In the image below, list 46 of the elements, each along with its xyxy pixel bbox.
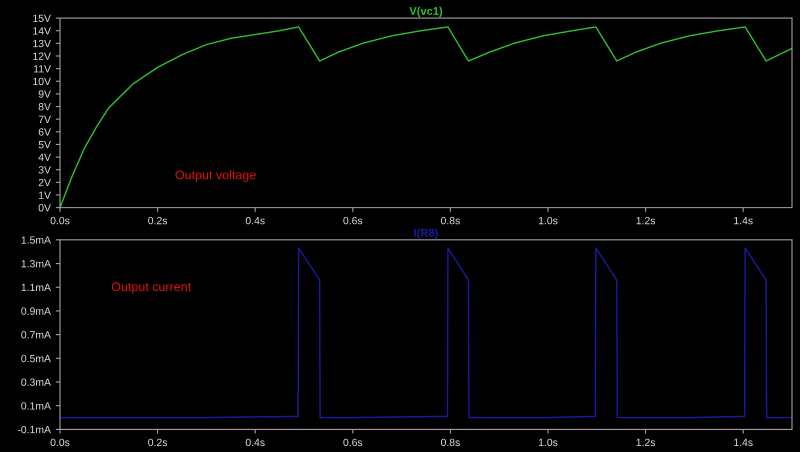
y-tick-label: 9V xyxy=(38,90,51,98)
y-tick-label: 1.3mA xyxy=(22,260,51,268)
y-tick-label: 10V xyxy=(33,78,51,86)
y-tick-label: 1.5mA xyxy=(22,236,51,244)
y-tick-label: 4V xyxy=(38,154,51,161)
y-tick-label: 0.3mA xyxy=(21,378,51,386)
y-tick-label: 5V xyxy=(38,141,51,148)
y-tick-label: 0.7mA xyxy=(21,331,51,339)
x-tick-label: 0.8s xyxy=(440,216,460,224)
x-tick-label: 0.2s xyxy=(148,216,168,224)
y-tick-label: 14V xyxy=(33,27,51,34)
line-series xyxy=(60,247,792,418)
y-tick-label: 1.1mA xyxy=(22,284,51,292)
x-tick-label: 1.4s xyxy=(734,438,753,446)
y-tick-label: 0V xyxy=(38,204,51,212)
y-tick-label: 11V xyxy=(34,65,51,72)
x-tick-label: 0.6s xyxy=(343,438,362,446)
x-tick-label: 0.0s xyxy=(50,438,70,446)
x-tick-label: 0.2s xyxy=(148,438,168,446)
y-tick-label: 12V xyxy=(33,52,51,60)
series-label: I(R8) xyxy=(414,228,438,239)
y-tick-label: 1V xyxy=(39,192,51,199)
y-tick-label: 15V xyxy=(33,14,51,22)
y-tick-label: 8V xyxy=(38,103,51,110)
y-tick-label: 0.5mA xyxy=(21,354,51,362)
series-label: V(vc1) xyxy=(409,6,442,18)
x-tick-label: 0.0s xyxy=(50,216,70,224)
annotation: Output voltage xyxy=(176,170,256,182)
x-tick-label: 1.2s xyxy=(636,216,656,224)
y-tick-label: 13V xyxy=(33,40,51,48)
x-tick-label: 0.4s xyxy=(246,216,265,224)
annotation: Output current xyxy=(112,282,192,294)
y-tick-label: 6V xyxy=(38,128,51,136)
x-tick-label: 0.6s xyxy=(343,216,362,224)
x-tick-label: 1.0s xyxy=(538,216,558,224)
y-tick-label: 0.9mA xyxy=(21,307,51,315)
x-tick-label: 1.4s xyxy=(734,217,753,224)
y-tick-label: 3V xyxy=(38,166,51,174)
x-tick-label: 0.4s xyxy=(246,438,265,446)
x-tick-label: 1.0s xyxy=(538,438,558,446)
y-tick-label: 7V xyxy=(38,116,51,123)
x-tick-label: 1.2s xyxy=(636,438,656,446)
y-tick-label: 2V xyxy=(38,178,51,186)
y-tick-label: -0.1mA xyxy=(18,426,51,434)
y-tick-label: 0.1mA xyxy=(21,402,51,410)
x-tick-label: 0.8s xyxy=(440,438,460,446)
